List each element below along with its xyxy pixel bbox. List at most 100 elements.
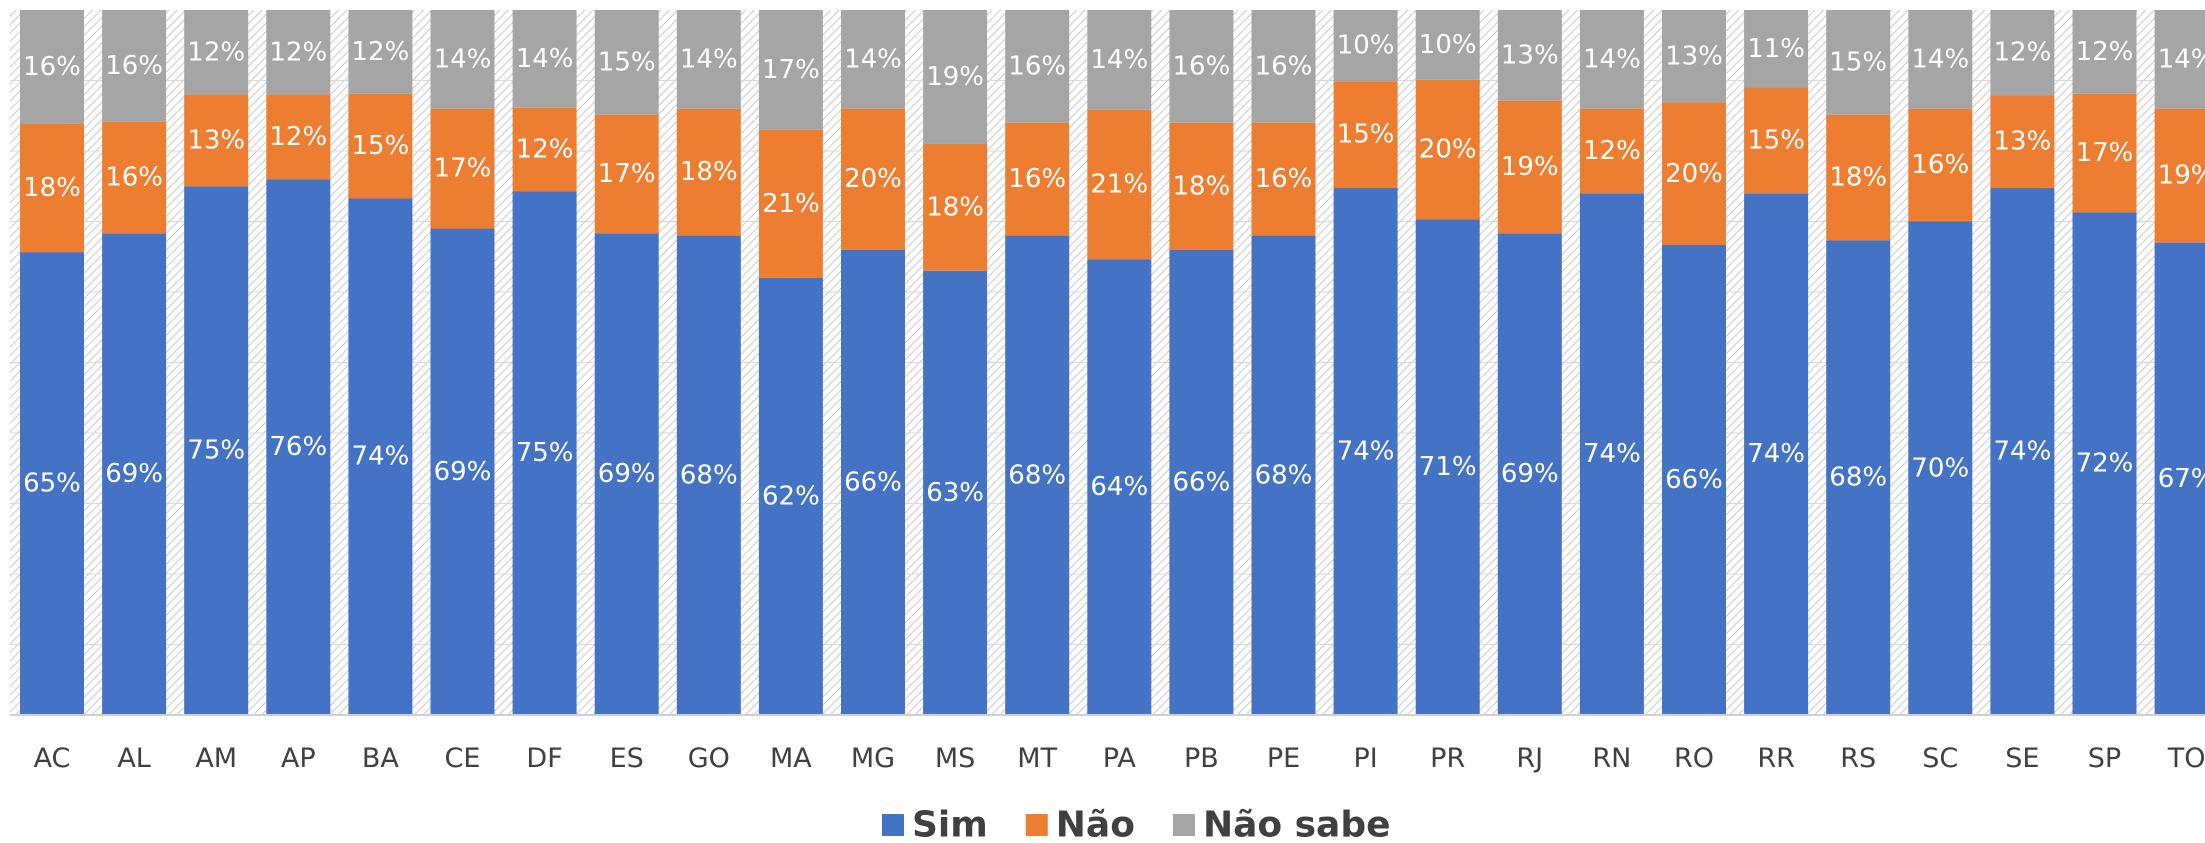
bar-segment-n-o	[758, 129, 823, 278]
x-tick-label: SP	[2088, 743, 2121, 774]
bar-segment-sim	[2154, 242, 2205, 715]
bar-segment-n-o-sabe	[1662, 10, 1726, 103]
data-label-n-o-sabe: 12%	[1994, 38, 2052, 68]
bar-segment-sim	[1005, 235, 1070, 715]
bar-segment-sim	[1333, 188, 1398, 716]
bar-segment-n-o	[841, 108, 905, 250]
data-label-n-o: 12%	[1583, 136, 1641, 166]
x-tick-label: AM	[195, 743, 237, 774]
bar-segment-n-o	[102, 121, 167, 234]
bar-segment-sim	[758, 277, 823, 715]
bar-column-mg: 66% 20% 14%	[841, 10, 905, 715]
data-label-n-o: 17%	[598, 159, 656, 189]
bar-segment-n-o-sabe	[1579, 10, 1644, 109]
x-tick-label: MS	[935, 743, 975, 774]
bar-segment-n-o-sabe	[841, 10, 905, 109]
data-label-n-o-sabe: 15%	[598, 47, 656, 77]
data-label-sim: 72%	[2076, 449, 2134, 479]
bar-segment-n-o-sabe	[1251, 10, 1316, 123]
x-tick-label: PB	[1184, 743, 1219, 774]
bar-segment-n-o	[1662, 102, 1726, 245]
bar-segment-n-o	[1333, 81, 1398, 189]
bar-segment-n-o	[1908, 108, 1973, 222]
data-label-sim: 66%	[844, 467, 902, 497]
x-tick-label: RR	[1757, 743, 1795, 774]
data-label-n-o: 16%	[1255, 164, 1313, 194]
bar-segment-n-o-sabe	[1497, 10, 1562, 101]
x-tick-label: PA	[1103, 743, 1137, 774]
bar-column-rs: 68% 18% 15%	[1826, 10, 1891, 715]
bar-segment-n-o	[2072, 93, 2137, 213]
data-label-n-o: 16%	[105, 163, 163, 193]
data-label-sim: 69%	[1501, 459, 1559, 489]
bar-segment-n-o-sabe	[1333, 10, 1398, 82]
data-label-sim: 68%	[1255, 460, 1313, 490]
bar-segment-n-o-sabe	[1169, 10, 1234, 123]
bar-segment-n-o-sabe	[758, 10, 823, 130]
bar-segment-sim	[1744, 193, 1809, 716]
x-tick-label: MT	[1017, 743, 1057, 774]
data-label-n-o-sabe: 12%	[269, 37, 327, 67]
data-label-sim: 68%	[1008, 460, 1066, 490]
bar-segment-sim	[1415, 219, 1480, 715]
bar-segment-sim	[1662, 245, 1726, 715]
bar-segment-n-o-sabe	[1087, 10, 1152, 110]
bar-segment-n-o-sabe	[430, 10, 495, 109]
data-label-n-o: 17%	[434, 154, 492, 184]
data-label-n-o-sabe: 14%	[1583, 44, 1641, 74]
data-label-n-o: 17%	[2076, 138, 2134, 168]
legend-swatch-sim	[882, 814, 904, 836]
data-label-sim: 69%	[434, 457, 492, 487]
data-label-sim: 74%	[352, 442, 410, 472]
data-label-n-o: 13%	[187, 125, 245, 155]
bar-segment-n-o	[1744, 87, 1809, 194]
bar-segment-n-o	[1005, 122, 1070, 236]
bar-segment-sim	[1251, 235, 1316, 715]
bar-segment-sim	[1497, 233, 1562, 715]
data-label-n-o-sabe: 13%	[1665, 41, 1723, 71]
bar-segment-n-o-sabe	[1415, 10, 1480, 80]
bar-segment-sim	[676, 235, 741, 715]
data-label-n-o-sabe: 14%	[844, 44, 902, 74]
x-tick-label: MG	[851, 743, 895, 774]
bar-column-go: 68% 18% 14%	[676, 10, 741, 715]
data-label-sim: 69%	[105, 459, 163, 489]
data-label-n-o: 18%	[1829, 163, 1887, 193]
bar-segment-n-o	[676, 108, 741, 236]
data-label-n-o-sabe: 16%	[23, 52, 81, 82]
bar-segment-sim	[2072, 212, 2137, 716]
data-label-n-o: 20%	[1419, 135, 1477, 165]
data-label-n-o-sabe: 16%	[105, 51, 163, 81]
x-tick-label: CE	[445, 743, 481, 774]
x-tick-label: TO	[2167, 743, 2205, 774]
bar-segment-sim	[1826, 240, 1891, 715]
bar-segment-n-o	[1169, 122, 1234, 250]
bar-segment-n-o-sabe	[1990, 10, 2055, 96]
bar-column-pr: 71% 20% 10%	[1415, 10, 1480, 715]
data-label-n-o-sabe: 14%	[680, 44, 738, 74]
bar-column-ap: 76% 12% 12%	[266, 10, 331, 715]
x-tick-label: BA	[362, 743, 400, 774]
bar-segment-sim	[1087, 259, 1152, 715]
data-label-sim: 74%	[1747, 439, 1805, 469]
data-label-sim: 65%	[23, 469, 81, 499]
bar-segment-n-o-sabe	[1826, 10, 1891, 115]
bar-column-ms: 63% 18% 19%	[923, 10, 988, 715]
data-label-n-o: 21%	[762, 189, 820, 219]
data-label-sim: 68%	[680, 460, 738, 490]
x-tick-label: SC	[1922, 743, 1958, 774]
data-label-sim: 75%	[187, 436, 245, 466]
bar-segment-n-o-sabe	[348, 10, 413, 94]
data-label-sim: 62%	[762, 481, 820, 511]
bar-segment-n-o	[348, 93, 413, 199]
data-label-n-o: 15%	[352, 131, 410, 161]
bar-column-es: 69% 17% 15%	[594, 10, 659, 715]
bar-segment-sim	[1908, 221, 1973, 715]
data-label-n-o: 16%	[1911, 150, 1969, 180]
data-label-sim: 71%	[1419, 452, 1477, 482]
data-label-n-o-sabe: 14%	[434, 44, 492, 74]
bar-segment-n-o-sabe	[676, 10, 741, 109]
data-label-n-o-sabe: 16%	[1173, 51, 1231, 81]
data-label-n-o-sabe: 12%	[2076, 37, 2134, 67]
